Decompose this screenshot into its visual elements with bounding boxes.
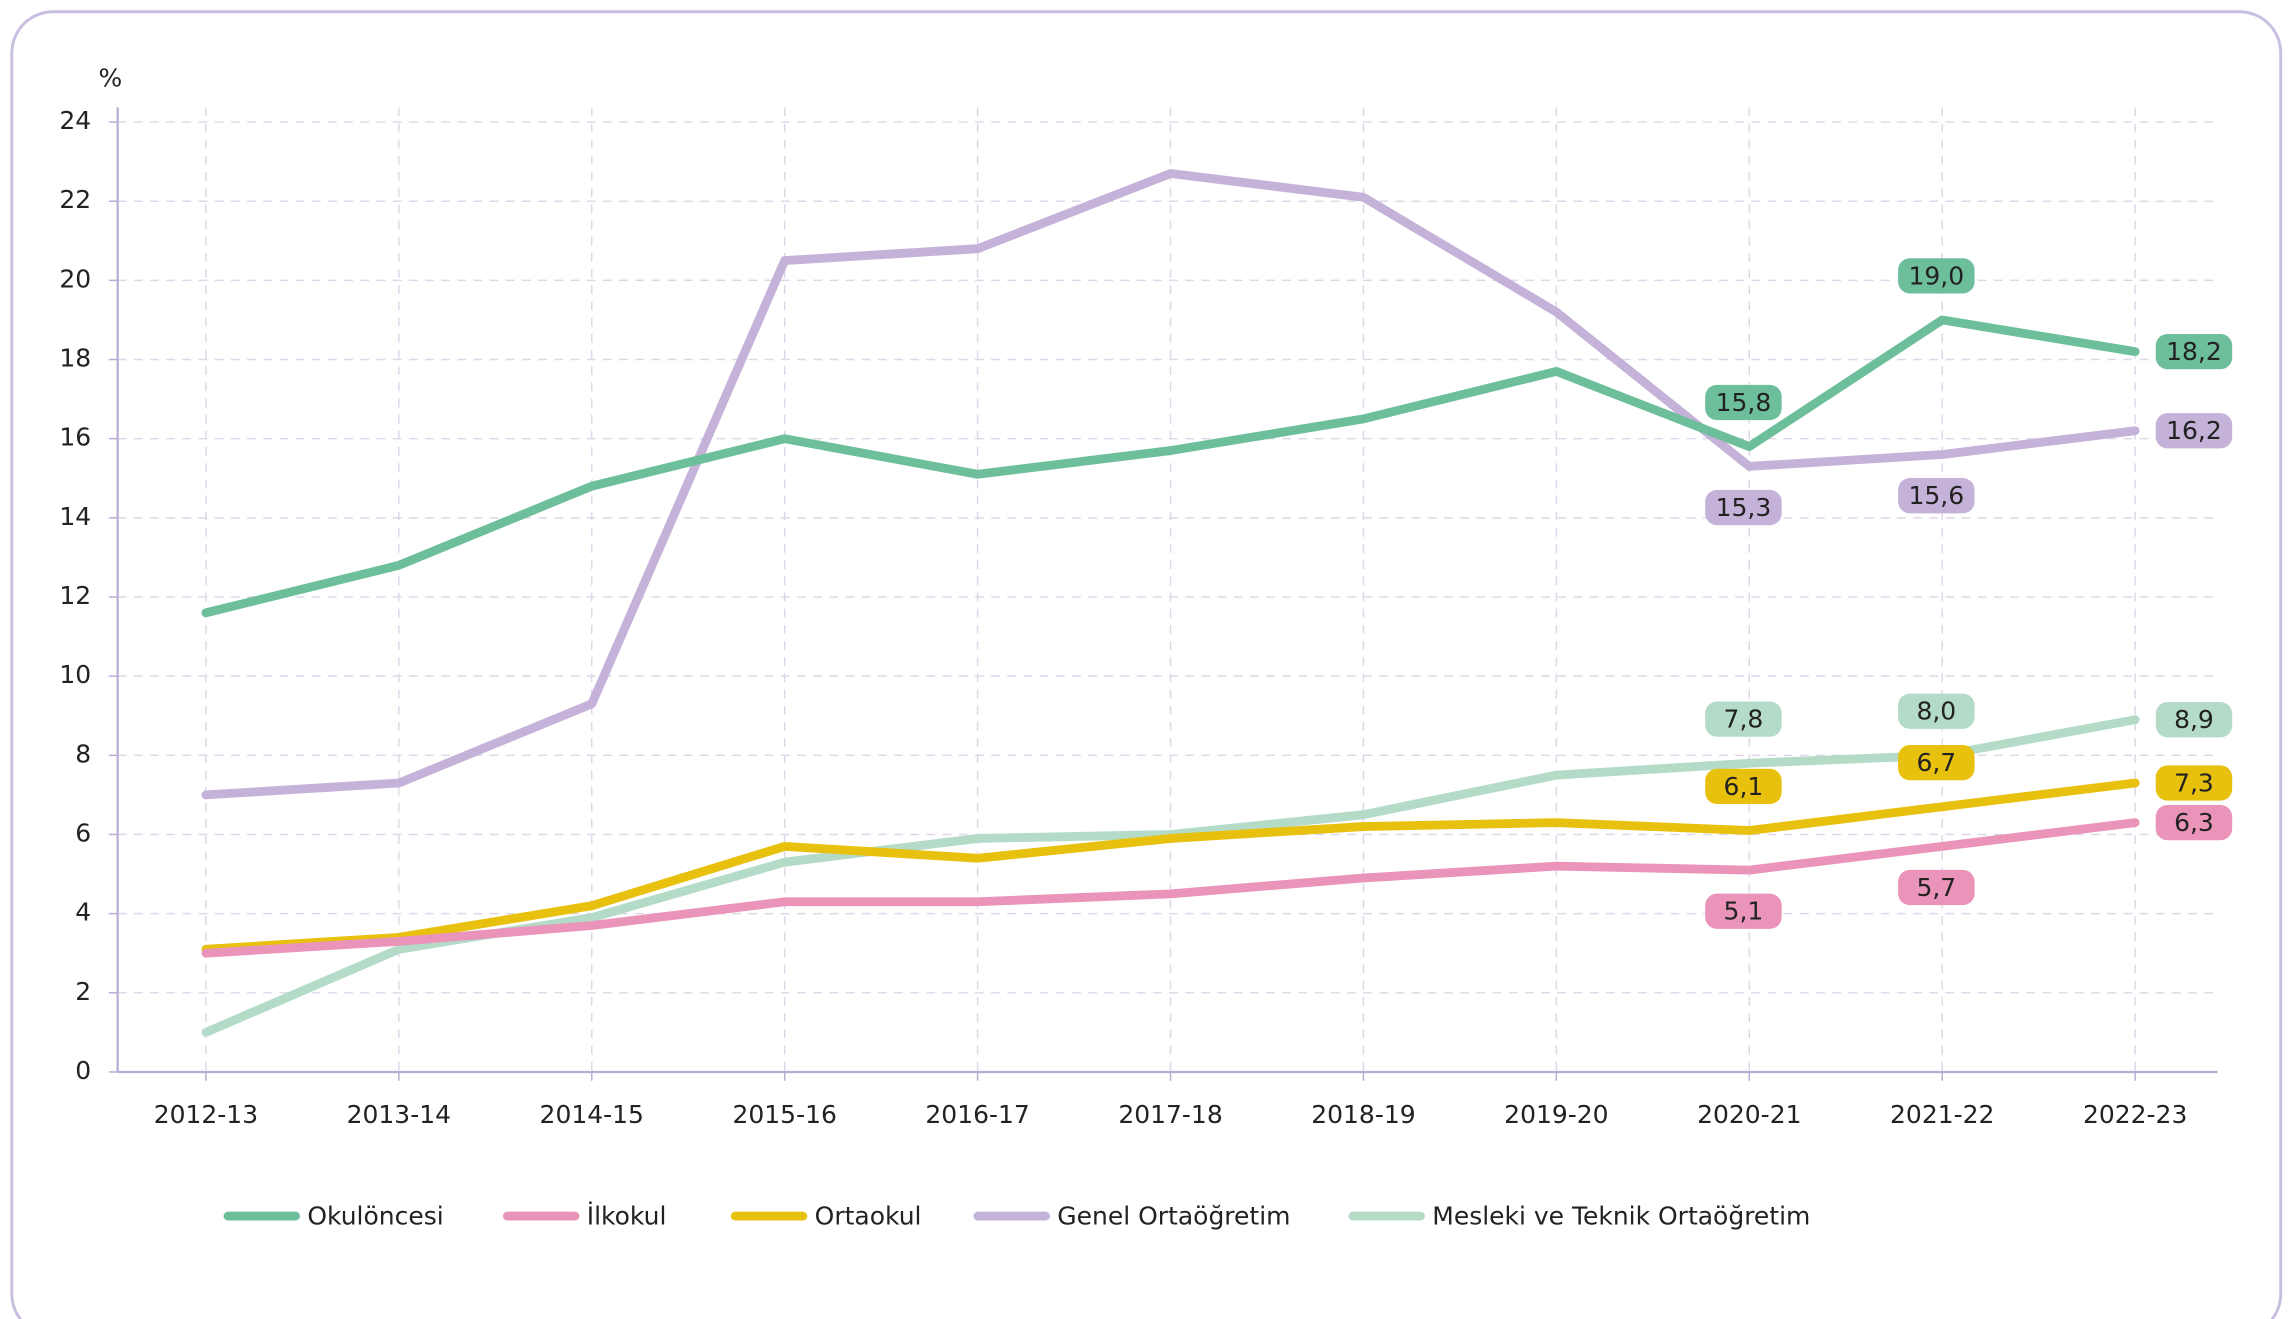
x-tick-label: 2019-20 xyxy=(1504,1100,1608,1129)
value-label: 7,3 xyxy=(2155,765,2233,801)
value-label: 15,8 xyxy=(1705,384,1782,421)
frame xyxy=(10,10,2283,1319)
value-label-text: 15,3 xyxy=(1716,493,1772,522)
value-label-bg xyxy=(1705,701,1782,737)
y-tick-label: 4 xyxy=(75,898,91,927)
value-label-bg xyxy=(2155,333,2233,370)
x-tick-label: 2017-18 xyxy=(1118,1100,1222,1129)
value-label-bg xyxy=(2155,413,2233,449)
value-label: 16,2 xyxy=(2155,413,2233,449)
value-label-text: 6,7 xyxy=(1916,748,1956,777)
y-tick-label: 22 xyxy=(59,185,91,214)
value-label-text: 15,8 xyxy=(1716,388,1772,417)
value-label: 15,6 xyxy=(1898,478,1975,514)
y-tick-label: 8 xyxy=(75,739,91,768)
legend-label: Ortaokul xyxy=(815,1202,922,1231)
value-label: 7,8 xyxy=(1705,701,1782,737)
value-label-bg xyxy=(1705,384,1782,421)
value-label: 6,3 xyxy=(2155,804,2233,841)
y-tick-label: 6 xyxy=(75,818,91,847)
x-tick-label: 2018-19 xyxy=(1311,1100,1415,1129)
y-tick-label: 24 xyxy=(59,106,91,135)
value-label-text: 7,8 xyxy=(1724,705,1764,734)
value-label-text: 16,2 xyxy=(2166,416,2222,445)
y-tick-label: 20 xyxy=(59,264,91,293)
value-label-text: 5,7 xyxy=(1916,873,1956,902)
y-tick-label: 2 xyxy=(75,977,91,1006)
value-label: 8,0 xyxy=(1898,693,1975,729)
value-label: 5,7 xyxy=(1898,869,1975,906)
value-label-text: 15,6 xyxy=(1909,481,1965,510)
x-tick-label: 2012-13 xyxy=(154,1100,258,1129)
y-tick-label: 14 xyxy=(59,502,91,531)
value-label-text: 6,3 xyxy=(2174,808,2214,837)
value-label-bg xyxy=(1898,478,1975,514)
value-label: 18,2 xyxy=(2155,333,2233,370)
x-tick-label: 2022-23 xyxy=(2083,1100,2187,1129)
value-label: 15,3 xyxy=(1705,489,1782,526)
value-label-bg xyxy=(1898,693,1975,729)
x-tick-label: 2013-14 xyxy=(347,1100,451,1129)
value-label-bg xyxy=(1705,489,1782,526)
line xyxy=(201,169,2140,800)
value-label: 8,9 xyxy=(2155,702,2233,738)
value-label: 5,1 xyxy=(1705,893,1782,929)
legend-label: Genel Ortaöğretim xyxy=(1057,1202,1290,1231)
y-unit: % xyxy=(98,63,122,92)
value-label-text: 5,1 xyxy=(1724,897,1764,926)
value-label-text: 6,1 xyxy=(1724,772,1764,801)
value-label: 19,0 xyxy=(1898,258,1975,294)
x-tick-label: 2020-21 xyxy=(1697,1100,1801,1129)
value-label-bg xyxy=(1705,893,1782,929)
line xyxy=(201,818,2140,958)
y-tick-label: 18 xyxy=(59,344,91,373)
y-tick-label: 16 xyxy=(59,423,91,452)
value-label-text: 18,2 xyxy=(2166,337,2222,366)
value-label-text: 8,0 xyxy=(1916,697,1956,726)
line xyxy=(201,315,2140,618)
value-label-text: 8,9 xyxy=(2174,705,2214,734)
x-tick-label: 2015-16 xyxy=(732,1100,836,1129)
line xyxy=(201,778,2140,954)
y-tick-label: 10 xyxy=(59,660,91,689)
y-tick-label: 0 xyxy=(75,1056,91,1085)
legend-label: Mesleki ve Teknik Ortaöğretim xyxy=(1432,1202,1810,1231)
value-label-bg xyxy=(1898,869,1975,906)
legend-label: Okulöncesi xyxy=(307,1202,443,1231)
value-label-text: 19,0 xyxy=(1909,261,1965,290)
value-label-text: 7,3 xyxy=(2174,769,2214,798)
value-label-bg xyxy=(2155,804,2233,841)
value-label: 6,1 xyxy=(1705,768,1782,805)
value-label-bg xyxy=(2155,702,2233,738)
y-tick-label: 12 xyxy=(59,581,91,610)
x-tick-label: 2016-17 xyxy=(925,1100,1029,1129)
legend-label: İlkokul xyxy=(587,1202,667,1231)
value-label-bg xyxy=(1898,745,1975,781)
x-tick-label: 2014-15 xyxy=(540,1100,644,1129)
value-label-bg xyxy=(1705,768,1782,805)
value-label-bg xyxy=(2155,765,2233,801)
x-tick-label: 2021-22 xyxy=(1890,1100,1994,1129)
value-label: 6,7 xyxy=(1898,745,1975,781)
value-label-bg xyxy=(1898,258,1975,294)
